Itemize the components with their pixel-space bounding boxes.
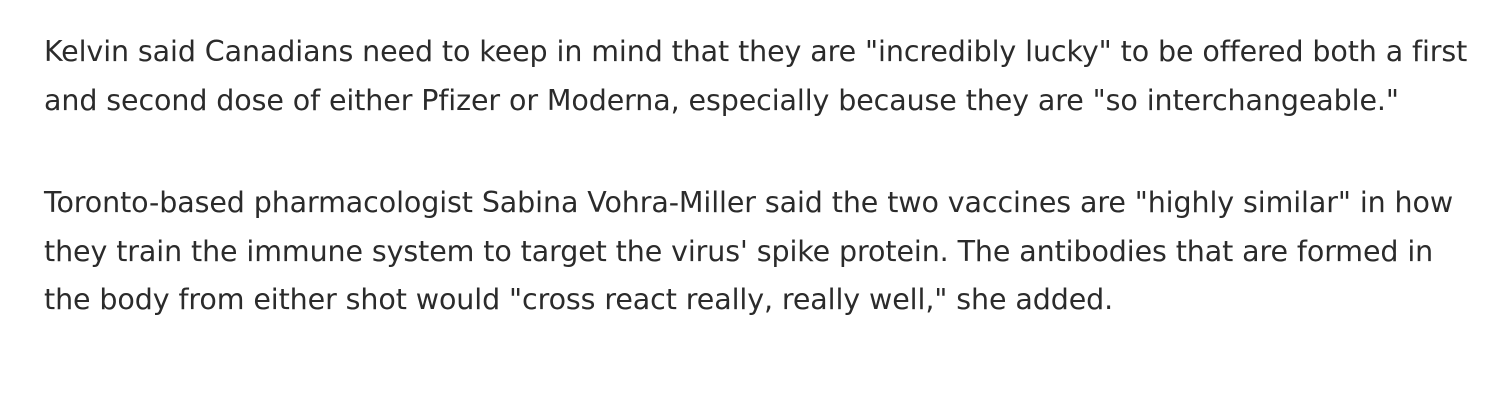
article-paragraph: Toronto-based pharmacologist Sabina Vohr…	[44, 186, 1454, 316]
article-paragraph: Kelvin said Canadians need to keep in mi…	[44, 35, 1468, 117]
article-body: Kelvin said Canadians need to keep in mi…	[44, 28, 1484, 325]
